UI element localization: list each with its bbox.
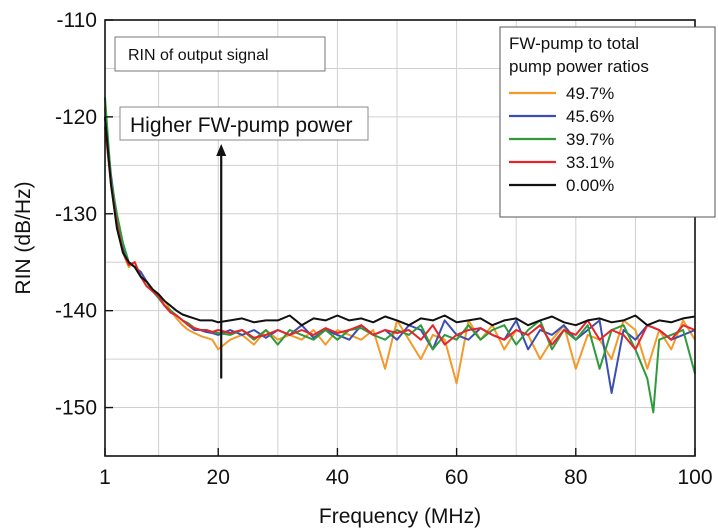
legend-frame	[499, 26, 716, 218]
power-annotation: Higher FW-pump power	[119, 106, 369, 379]
x-tick-label: 1	[99, 466, 111, 489]
series-layer	[104, 97, 696, 414]
y-tick-label: -140	[55, 300, 97, 323]
series-line-4	[104, 126, 696, 351]
y-tick-label: -150	[55, 397, 97, 420]
annotation-box-label: RIN of output signal	[128, 47, 269, 64]
power-annotation-label: Higher FW-pump power	[130, 114, 353, 137]
legend-title-line-2: pump power ratios	[509, 57, 649, 76]
legend-label-4: 33.1%	[566, 153, 614, 172]
legend-items: 49.7% 45.6% 39.7% 33.1% 0.00%	[509, 84, 614, 195]
legend-label-3: 39.7%	[566, 130, 614, 149]
y-tick-label: -130	[55, 203, 97, 226]
x-axis-title: Frequency (MHz)	[319, 505, 481, 528]
power-annotation-frame	[119, 106, 369, 141]
x-tick-label: 40	[326, 466, 349, 489]
legend: FW-pump to total pump power ratios 49.7%…	[499, 26, 716, 218]
x-tick-label: 20	[207, 466, 230, 489]
legend-label-2: 45.6%	[566, 107, 614, 126]
legend-label-1: 49.7%	[566, 84, 614, 103]
legend-label-5: 0.00%	[566, 176, 614, 195]
legend-title-line-1: FW-pump to total	[509, 34, 639, 53]
y-axis-title: RIN (dB/Hz)	[12, 181, 35, 294]
ticks: 1 20 40 60 80 100 -110 -120 -130 -140 -150	[55, 9, 713, 489]
series-line-5	[104, 116, 696, 327]
annotation-box: RIN of output signal	[114, 36, 326, 72]
annotation-box-frame	[114, 36, 326, 72]
x-tick-label: 60	[445, 466, 468, 489]
x-tick-label: 80	[564, 466, 587, 489]
x-tick-label: 100	[677, 466, 712, 489]
power-arrow-head	[216, 143, 227, 156]
plot-frame	[104, 19, 696, 457]
y-tick-label: -120	[55, 106, 97, 129]
y-tick-label: -110	[57, 9, 97, 32]
